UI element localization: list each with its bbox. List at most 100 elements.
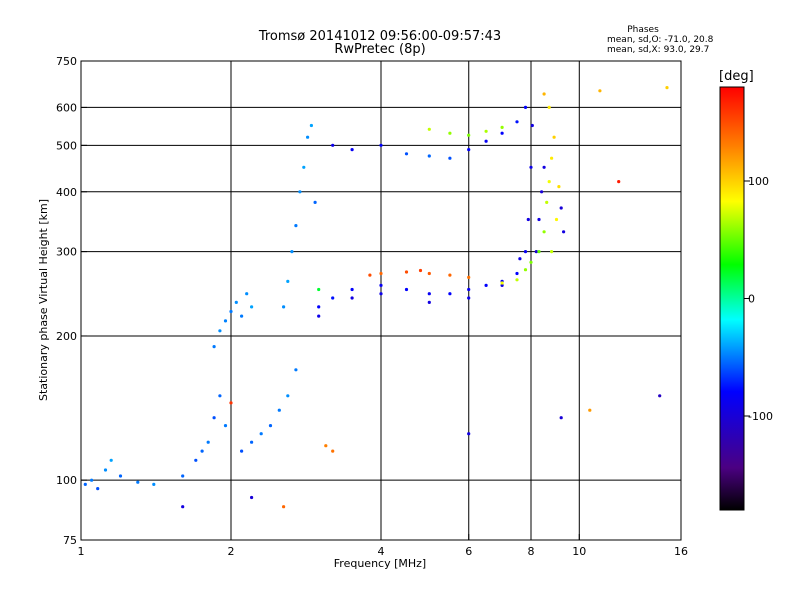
data-point [206,440,210,444]
data-point [484,283,488,287]
data-point [152,482,156,486]
x-tick-label: 6 [465,545,472,558]
colorbar-tick-label: -100 [748,410,773,423]
data-point [484,139,488,143]
data-point [350,287,354,292]
data-point [529,260,533,264]
data-point [136,480,140,484]
data-point [240,449,244,453]
data-point [317,314,321,318]
data-point [598,89,602,93]
data-point [467,296,471,300]
data-point [350,296,354,300]
data-point [379,143,383,147]
data-point [665,86,669,90]
data-point [379,283,383,287]
data-point [467,275,471,279]
data-point [250,305,254,309]
data-point [427,271,431,276]
data-point [523,268,528,272]
data-point [181,474,185,478]
data-point [218,329,222,333]
data-point [181,505,185,509]
x-axis-label: Frequency [MHz] [334,557,426,570]
data-point [588,408,592,412]
data-point [200,449,204,453]
data-point [368,273,372,277]
x-tick-labels: 1 2 4 6 8 10 16 [78,534,688,558]
data-point [306,135,310,139]
y-axis-label: Stationary phase Virtual Height [km] [37,199,50,401]
data-point [223,424,228,428]
data-point [617,180,621,184]
data-point [542,165,546,169]
data-point [530,123,534,128]
y-tick-labels: 75 100 200 300 400 500 600 750 [56,55,87,547]
y-tick-label: 600 [56,101,77,114]
data-point [83,482,87,486]
y-tick-label: 750 [56,55,77,68]
data-point [240,314,244,318]
data-point [467,133,471,137]
data-point [500,125,504,129]
data-point [259,432,263,436]
data-point [118,474,123,478]
data-point [294,368,298,372]
data-point [350,148,354,152]
colorbar-tick-label: 100 [748,175,769,188]
data-point [103,468,108,472]
data-point [404,287,409,292]
y-tick-label: 300 [56,246,77,259]
data-point [282,305,286,309]
colorbar [719,86,745,511]
data-point [448,292,452,296]
data-point [379,271,383,276]
y-tick-label: 200 [56,330,77,343]
data-point [523,250,528,254]
y-tick-label: 100 [56,474,77,487]
data-point [223,319,228,323]
data-point [427,127,431,131]
data-point [515,120,519,124]
chart-subtitle: RwPretec (8p) [334,42,425,57]
data-point [331,296,335,300]
data-point [234,300,238,304]
data-point [467,432,471,436]
x-tick-label: 4 [378,545,385,558]
data-point [427,300,431,304]
data-point [290,250,294,254]
data-point [250,440,254,444]
data-point [448,156,452,160]
data-point [194,458,198,462]
data-point [294,224,298,228]
data-point [515,271,519,276]
grid-lines [81,61,681,540]
data-point [286,279,290,283]
data-point [467,287,471,292]
data-point [545,200,549,204]
data-point [484,129,488,133]
y-tick-label: 400 [56,186,77,199]
data-point [268,424,273,428]
x-tick-label: 2 [228,545,235,558]
data-point [557,185,561,189]
data-point [448,131,452,135]
data-point [286,394,290,398]
data-point [554,217,559,222]
chart-title: Tromsø 20141012 09:56:00-09:57:43 [258,29,501,44]
data-point [542,92,546,96]
data-point [313,200,317,204]
data-point [418,268,423,273]
x-tick-label: 10 [572,545,586,558]
data-point [559,416,563,420]
data-point [324,444,328,448]
data-point [500,131,504,135]
data-point [542,230,546,234]
data-point [404,152,409,156]
colorbar-tick-label: 0 [748,293,755,306]
data-point [212,345,216,349]
data-point [547,180,551,184]
data-point [250,495,254,500]
data-point [550,250,554,254]
